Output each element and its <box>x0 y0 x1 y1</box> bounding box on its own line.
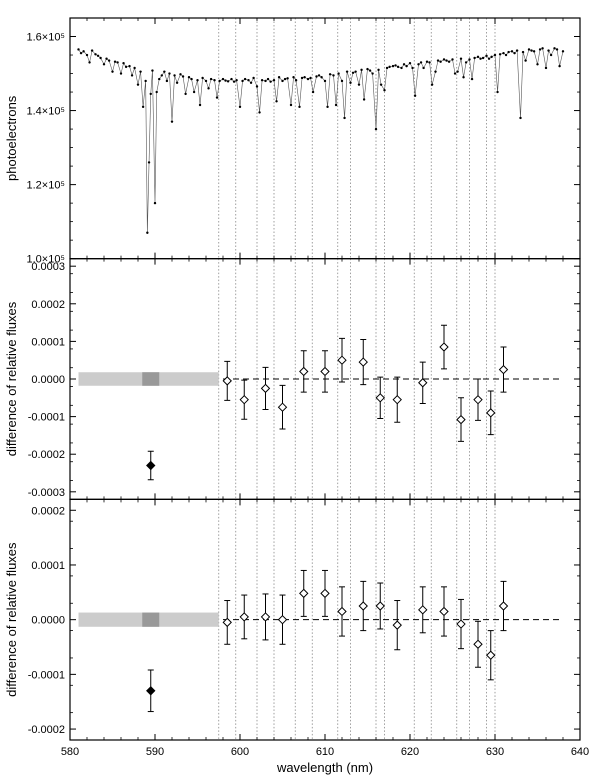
chart-svg: 1.0×10⁵1.2×10⁵1.4×10⁵1.6×10⁵photoelectro… <box>0 0 600 784</box>
svg-text:0.0000: 0.0000 <box>31 615 65 627</box>
svg-text:wavelength (nm): wavelength (nm) <box>276 760 373 775</box>
svg-text:610: 610 <box>316 746 334 758</box>
svg-text:-0.0003: -0.0003 <box>28 487 65 499</box>
svg-text:photoelectrons: photoelectrons <box>4 95 19 181</box>
svg-text:640: 640 <box>571 746 589 758</box>
svg-text:1.4×10⁵: 1.4×10⁵ <box>26 106 65 118</box>
svg-text:0.0003: 0.0003 <box>31 261 65 273</box>
svg-text:1.2×10⁵: 1.2×10⁵ <box>26 180 65 192</box>
svg-text:630: 630 <box>486 746 504 758</box>
svg-text:590: 590 <box>146 746 164 758</box>
svg-text:620: 620 <box>401 746 419 758</box>
svg-text:-0.0002: -0.0002 <box>28 449 65 461</box>
svg-text:0.0001: 0.0001 <box>31 336 65 348</box>
svg-text:0.0000: 0.0000 <box>31 374 65 386</box>
svg-text:0.0002: 0.0002 <box>31 505 65 517</box>
svg-text:0.0002: 0.0002 <box>31 299 65 311</box>
svg-text:0.0001: 0.0001 <box>31 560 65 572</box>
svg-text:-0.0002: -0.0002 <box>28 724 65 736</box>
svg-text:1.6×10⁵: 1.6×10⁵ <box>26 32 65 44</box>
svg-text:580: 580 <box>61 746 79 758</box>
chart-container: 1.0×10⁵1.2×10⁵1.4×10⁵1.6×10⁵photoelectro… <box>0 0 600 784</box>
svg-text:600: 600 <box>231 746 249 758</box>
svg-text:-0.0001: -0.0001 <box>28 412 65 424</box>
svg-text:difference of relative fluxes: difference of relative fluxes <box>4 301 19 456</box>
svg-text:-0.0001: -0.0001 <box>28 669 65 681</box>
svg-text:difference of relative fluxes: difference of relative fluxes <box>4 542 19 697</box>
